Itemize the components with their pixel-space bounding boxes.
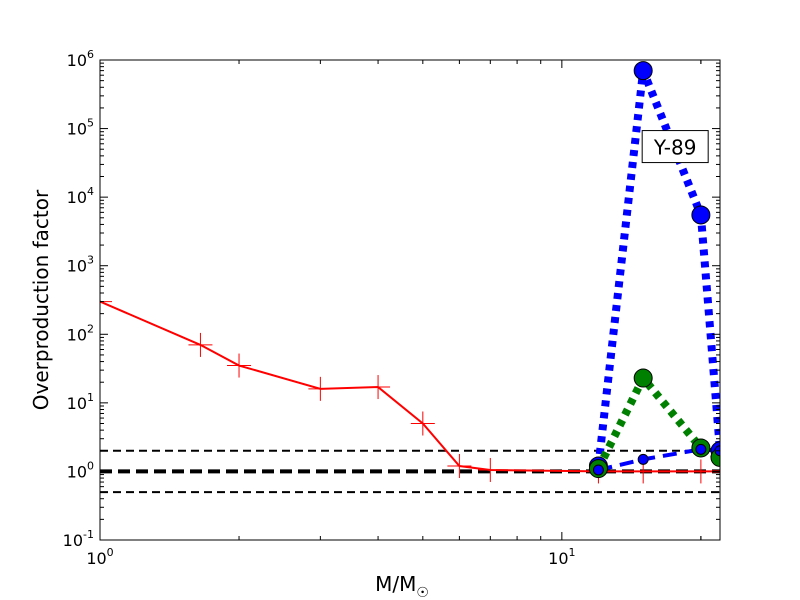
annotation-box — [641, 130, 709, 164]
data-markers — [100, 61, 758, 484]
x-tick-label-1: 101 — [548, 546, 575, 568]
reference-lines — [100, 449, 720, 494]
series-0-marker-11 — [734, 459, 758, 483]
annotation-layer: Y-89 — [641, 130, 709, 164]
series-0-marker-3 — [308, 376, 333, 401]
plot-background — [100, 60, 720, 540]
y-tick-label-4: 103 — [67, 254, 94, 276]
series-0-marker-2 — [227, 353, 252, 378]
y-axis-label: Overproduction factor — [29, 189, 53, 410]
x-axis-label-subscript: ☉ — [416, 585, 429, 600]
series-line-3 — [597, 447, 720, 472]
series-0-marker-5 — [410, 411, 435, 436]
series-0-marker-7 — [478, 457, 503, 482]
series-0-marker-0 — [100, 289, 112, 314]
y-tick-label-7: 106 — [67, 48, 94, 70]
y-tick-label-0: 10-1 — [63, 528, 94, 550]
series-1-marker-2 — [691, 205, 711, 225]
series-line-2 — [594, 370, 720, 471]
series-3-marker-1 — [637, 453, 649, 465]
series-0-marker-1 — [188, 332, 213, 357]
x-axis-label: M/M☉ — [375, 572, 429, 600]
y-tick-label-6: 105 — [67, 117, 94, 139]
y-tick-label-3: 102 — [67, 322, 94, 344]
series-0-marker-4 — [366, 375, 391, 400]
annotation-label: Y-89 — [653, 136, 697, 160]
y-tick-label-1: 100 — [67, 459, 94, 481]
plot-frame — [99, 59, 721, 541]
series-2-marker-1 — [633, 368, 653, 388]
series-1-marker-1 — [633, 61, 653, 81]
series-0-marker-10 — [688, 459, 713, 484]
x-axis-label-main: M/M — [375, 572, 416, 596]
x-tick-label-0: 100 — [86, 546, 113, 568]
series-0-marker-6 — [447, 453, 472, 478]
series-3-marker-0 — [592, 464, 604, 476]
y-tick-label-5: 104 — [67, 185, 94, 207]
series-3-marker-2 — [695, 443, 707, 455]
y-tick-label-2: 101 — [67, 391, 94, 413]
